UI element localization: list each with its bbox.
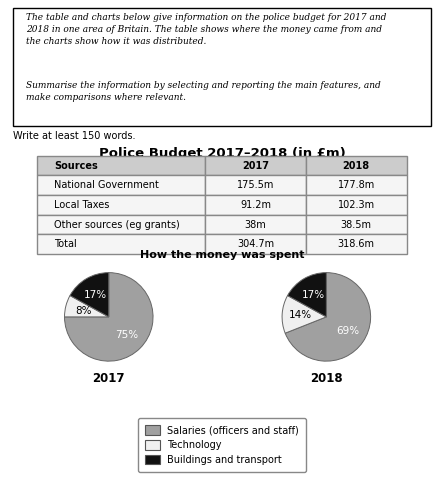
Wedge shape	[64, 273, 153, 361]
Text: 8%: 8%	[75, 305, 92, 315]
Wedge shape	[288, 273, 326, 317]
Text: 69%: 69%	[336, 326, 359, 337]
Wedge shape	[285, 273, 371, 361]
Wedge shape	[282, 296, 326, 333]
Wedge shape	[70, 273, 109, 317]
Text: 75%: 75%	[115, 330, 139, 340]
Text: 2017: 2017	[92, 372, 125, 385]
Text: 2018: 2018	[310, 372, 343, 385]
Text: 17%: 17%	[84, 290, 107, 300]
Text: Write at least 150 words.: Write at least 150 words.	[13, 131, 136, 141]
Text: Police Budget 2017–2018 (in £m): Police Budget 2017–2018 (in £m)	[99, 147, 345, 160]
Text: 14%: 14%	[289, 310, 312, 320]
Wedge shape	[64, 296, 109, 317]
Text: How the money was spent: How the money was spent	[140, 250, 304, 260]
Text: Summarise the information by selecting and reporting the main features, and
make: Summarise the information by selecting a…	[26, 81, 381, 102]
Text: The table and charts below give information on the police budget for 2017 and
20: The table and charts below give informat…	[26, 14, 386, 46]
Text: 17%: 17%	[302, 290, 325, 300]
Legend: Salaries (officers and staff), Technology, Buildings and transport: Salaries (officers and staff), Technolog…	[138, 418, 306, 472]
